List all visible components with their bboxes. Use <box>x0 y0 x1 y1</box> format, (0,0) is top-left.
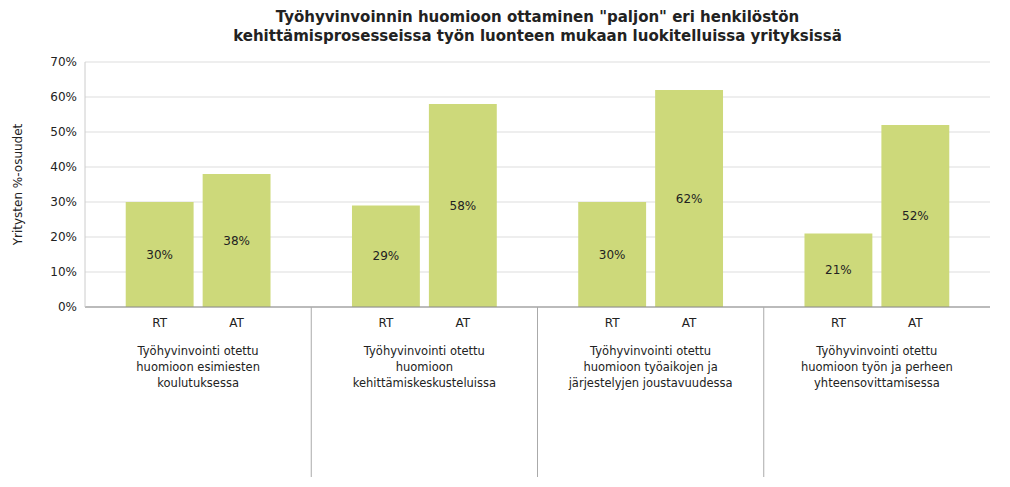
y-tick-label: 70% <box>50 55 77 69</box>
bar <box>429 104 497 307</box>
bar <box>126 202 194 307</box>
group-label: Työhyvinvointi otettu huomioon työaikojen… <box>568 344 733 390</box>
data-label: 58% <box>450 199 477 213</box>
y-axis-label: Yritysten %-osuudet <box>11 123 25 246</box>
bar <box>203 174 271 307</box>
data-label: 52% <box>902 209 929 223</box>
bar-tick-label: AT <box>229 316 244 330</box>
y-tick-label: 50% <box>50 125 77 139</box>
title: Työhyvinvoinnin huomioon ottaminen "palj… <box>233 8 842 45</box>
y-axis-line <box>85 62 86 307</box>
title-line: kehittämisprosesseissa työn luonteen muk… <box>233 27 842 45</box>
group-label: Työhyvinvointi otettu huomioon esimiesten… <box>136 344 260 390</box>
bar <box>655 90 723 307</box>
bar-tick-label: RT <box>379 316 394 330</box>
y-tick-label: 10% <box>50 265 77 279</box>
y-tick-label: 60% <box>50 90 77 104</box>
bar <box>578 202 646 307</box>
data-label: 30% <box>146 248 173 262</box>
group-label-line: huomioon työn ja perheen <box>801 360 953 374</box>
data-label: 62% <box>676 192 703 206</box>
grid-line <box>85 97 990 98</box>
group-label-line: koulutuksessa <box>157 376 239 390</box>
group-label: Työhyvinvointi otettu huomioon työn ja pe… <box>801 344 953 390</box>
group-label-line: Työhyvinvointi otettu <box>815 344 937 358</box>
group-label-line: huomioon <box>396 360 453 374</box>
bar-tick-label: RT <box>152 316 167 330</box>
bar-tick-label: AT <box>682 316 697 330</box>
y-tick-label: 0% <box>58 300 77 314</box>
labels: 30% 29% 30% 21% 38% 58% 62% 52% <box>146 192 928 278</box>
group-label-line: huomioon esimiesten <box>136 360 260 374</box>
title-line: Työhyvinvoinnin huomioon ottaminen "palj… <box>276 8 800 26</box>
group-label-line: järjestelyjen joustavuudessa <box>568 376 733 390</box>
group-label-line: kehittämiskeskusteluissa <box>353 376 496 390</box>
group-label: Työhyvinvointi otettu huomioon kehittämisk… <box>353 344 496 390</box>
bar <box>804 234 872 308</box>
bar <box>352 206 420 308</box>
bar-tick-label: RT <box>605 316 620 330</box>
group-separator <box>537 307 538 477</box>
group-separator <box>311 307 312 477</box>
group-label-line: yhteensovittamisessa <box>814 376 940 390</box>
bar-tick-label: RT <box>831 316 846 330</box>
data-label: 38% <box>223 234 250 248</box>
y-tick-label: 20% <box>50 230 77 244</box>
y-tick-label: 40% <box>50 160 77 174</box>
data-label: 29% <box>373 249 400 263</box>
data-label: 21% <box>825 263 852 277</box>
group-label-line: huomioon työaikojen ja <box>583 360 717 374</box>
bar <box>881 125 949 307</box>
group-label-line: Työhyvinvointi otettu <box>589 344 711 358</box>
group-separator <box>763 307 764 477</box>
grid <box>85 62 990 307</box>
bar-tick-label: AT <box>456 316 471 330</box>
data-label: 30% <box>599 248 626 262</box>
grid-line <box>85 62 990 63</box>
grid-line <box>85 132 990 133</box>
bar-tick-label: AT <box>908 316 923 330</box>
chart: Työhyvinvoinnin huomioon ottaminen "palj… <box>0 0 1010 487</box>
grid-line <box>85 167 990 168</box>
group-label-line: Työhyvinvointi otettu <box>137 344 259 358</box>
group-label-line: Työhyvinvointi otettu <box>363 344 485 358</box>
bars <box>126 90 950 307</box>
y-tick-label: 30% <box>50 195 77 209</box>
